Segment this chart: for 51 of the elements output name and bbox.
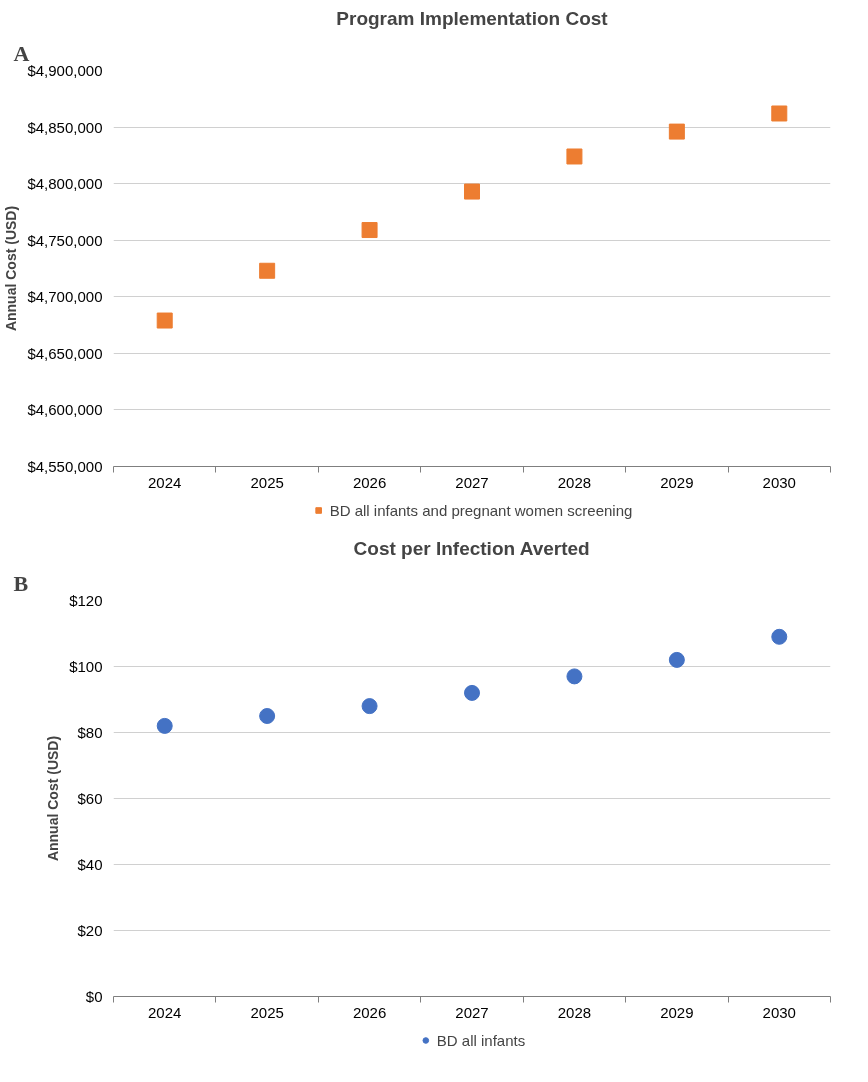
y-tick-label: $100 — [69, 658, 103, 675]
x-tick-label: 2025 — [250, 473, 284, 491]
y-tick-label: $0 — [85, 988, 103, 1005]
x-tick-label: 2025 — [250, 1003, 284, 1021]
y-tick-label: $40 — [77, 856, 103, 873]
point — [464, 183, 480, 200]
y-tick-label: $120 — [69, 592, 103, 609]
y-tick-label: $20 — [77, 922, 103, 939]
point — [361, 222, 378, 239]
x-tick-label: 2029 — [660, 473, 694, 491]
y-tick-label: $4,850,000 — [27, 118, 103, 136]
point — [566, 668, 583, 685]
point — [668, 651, 685, 668]
y-tick-label: $4,900,000 — [27, 62, 103, 79]
point — [771, 628, 788, 645]
legend-label: BD all infants — [436, 1031, 526, 1049]
point — [156, 312, 173, 329]
x-tick-label: 2024 — [148, 473, 182, 491]
x-tick-label: 2024 — [148, 1003, 182, 1021]
y-tick-label: $4,550,000 — [27, 458, 103, 475]
y-tick-label: $4,650,000 — [27, 344, 103, 362]
y-tick-label: $4,800,000 — [27, 175, 103, 193]
x-tick-label: 2028 — [557, 1003, 592, 1021]
text: A — [13, 40, 30, 66]
point — [361, 698, 378, 715]
y-tick-label: $4,700,000 — [27, 288, 103, 306]
x-tick-label: 2030 — [762, 473, 796, 491]
y-axis-title: Annual Cost (USD) — [45, 735, 62, 862]
point — [668, 123, 685, 140]
point — [259, 708, 276, 724]
point — [259, 262, 276, 279]
y-tick-label: $60 — [77, 790, 103, 807]
x-tick-label: 2029 — [660, 1003, 694, 1021]
x-tick-label: 2026 — [352, 473, 387, 491]
point — [156, 717, 173, 734]
legend-label: BD all infants and pregnant women screening — [329, 501, 633, 519]
x-tick-label: 2028 — [557, 473, 592, 491]
y-axis-title: Annual Cost (USD) — [3, 205, 20, 332]
x-tick-label: 2030 — [762, 1003, 796, 1021]
x-tick-label: 2026 — [352, 1003, 387, 1021]
chart-title: Cost per Infection Averted — [353, 537, 590, 559]
point — [771, 105, 788, 122]
point — [566, 148, 583, 165]
y-tick-label: $4,750,000 — [27, 231, 103, 249]
x-tick-label: 2027 — [455, 1003, 489, 1021]
y-tick-label: $4,600,000 — [27, 401, 103, 419]
x-tick-label: 2027 — [455, 473, 489, 491]
text: B — [13, 570, 29, 596]
chart-title: Program Implementation Cost — [336, 7, 609, 29]
point — [464, 684, 480, 701]
y-tick-label: $80 — [77, 724, 103, 741]
